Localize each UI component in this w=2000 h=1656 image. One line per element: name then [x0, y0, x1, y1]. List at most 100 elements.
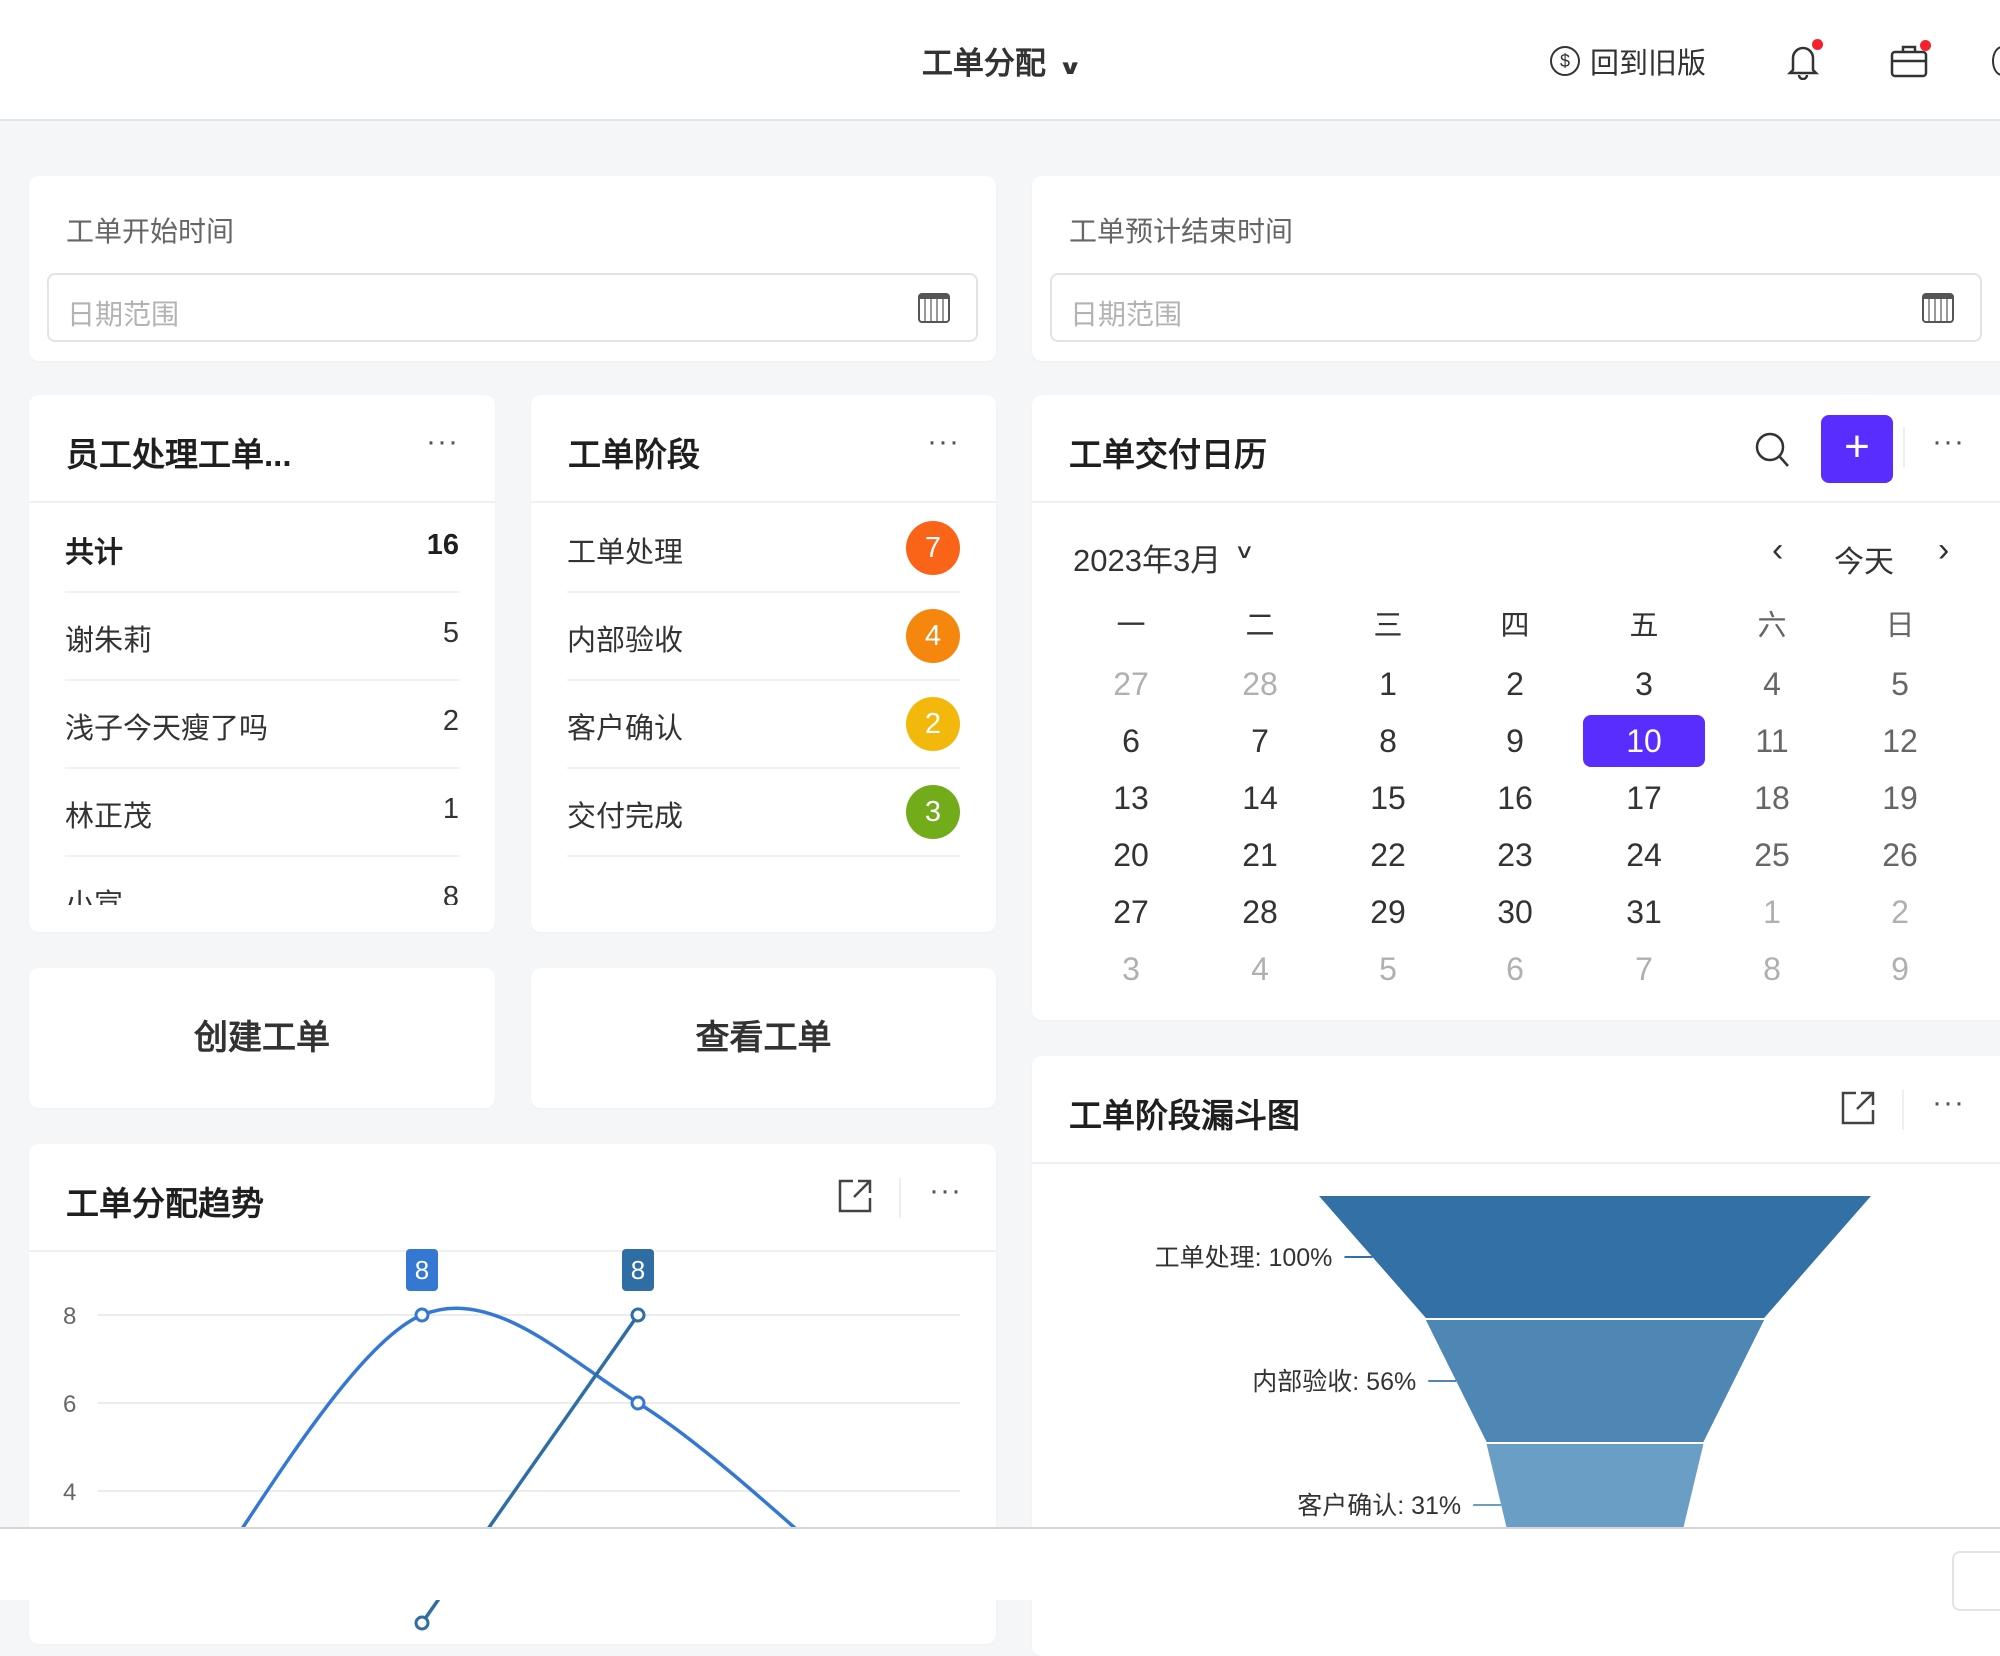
weekday-header: 五	[1629, 610, 1659, 642]
calendar-day[interactable]: 21	[1242, 837, 1278, 873]
calendar-day[interactable]: 7	[1251, 723, 1269, 759]
calendar-day[interactable]: 20	[1113, 837, 1149, 873]
data-point	[630, 1395, 646, 1411]
calendar-day[interactable]: 5	[1379, 951, 1397, 987]
today-button[interactable]: 今天	[1834, 546, 1894, 579]
calendar-day[interactable]: 12	[1882, 723, 1918, 759]
list-item[interactable]: 浅子今天瘦了吗 2	[65, 681, 459, 769]
calendar-day[interactable]: 3	[1635, 666, 1653, 702]
y-tick-label: 8	[63, 1303, 76, 1330]
data-label-box	[622, 1249, 654, 1291]
calendar-day[interactable]: 9	[1891, 951, 1909, 987]
calendar-day[interactable]: 23	[1497, 837, 1533, 873]
divider	[1902, 1090, 1904, 1130]
calendar-day[interactable]: 3	[1122, 951, 1140, 987]
start-date-range-input[interactable]: 日期范围	[47, 273, 978, 342]
data-label: 8	[415, 1255, 429, 1285]
next-month-icon[interactable]: ›	[1938, 531, 1950, 569]
calendar-day[interactable]: 14	[1242, 780, 1278, 816]
funnel-segment	[1425, 1320, 1765, 1442]
calendar-day[interactable]: 18	[1754, 780, 1790, 816]
calendar-day[interactable]: 6	[1506, 951, 1524, 987]
data-label-box	[406, 1249, 438, 1291]
calendar-day[interactable]: 29	[1370, 894, 1406, 930]
more-icon[interactable]: ···	[1932, 425, 1965, 458]
bell-icon[interactable]	[1786, 39, 1823, 81]
calendar-day[interactable]: 28	[1242, 666, 1278, 702]
page-title-dropdown[interactable]: 工单分配 ∨	[921, 46, 1083, 81]
count-badge: 2	[906, 697, 960, 751]
calendar-day[interactable]: 8	[1763, 951, 1781, 987]
old-version-button[interactable]: $ 回到旧版	[1550, 40, 1706, 82]
more-icon[interactable]: ···	[426, 425, 459, 458]
end-date-range-input[interactable]: 日期范围	[1050, 273, 1982, 342]
calendar-day[interactable]: 15	[1370, 780, 1406, 816]
calendar-day[interactable]: 16	[1497, 780, 1533, 816]
calendar-day[interactable]: 2	[1506, 666, 1524, 702]
calendar-day[interactable]: 2	[1891, 894, 1909, 930]
calendar-day[interactable]: 4	[1251, 951, 1269, 987]
calendar-day[interactable]: 19	[1882, 780, 1918, 816]
bottom-button[interactable]	[1952, 1551, 2000, 1611]
series-line	[205, 1306, 855, 1581]
employee-list[interactable]: 共计 16 谢朱莉 5 浅子今天瘦了吗 2 林正茂 1 小宣 8	[29, 505, 495, 905]
divider	[899, 1178, 901, 1218]
calendar-day[interactable]: 8	[1379, 723, 1397, 759]
expand-icon[interactable]	[837, 1178, 873, 1219]
calendar-day[interactable]: 30	[1497, 894, 1533, 930]
search-icon[interactable]	[1754, 431, 1790, 474]
employee-tickets-card: 员工处理工单... ··· 共计 16 谢朱莉 5 浅子今天瘦了吗 2 林正茂 1 小宣 8	[29, 395, 495, 932]
calendar-day[interactable]: 6	[1122, 723, 1140, 759]
weekday-header: 一	[1116, 610, 1146, 642]
calendar-icon[interactable]	[1922, 293, 1954, 323]
calendar-day[interactable]: 25	[1754, 837, 1790, 873]
calendar-day[interactable]: 13	[1113, 780, 1149, 816]
expand-icon[interactable]	[1840, 1090, 1876, 1131]
calendar-day[interactable]: 10	[1583, 715, 1705, 767]
prev-month-icon[interactable]: ‹	[1772, 531, 1784, 569]
list-item[interactable]: 交付完成 3	[567, 769, 960, 857]
add-event-button[interactable]: +	[1821, 415, 1893, 483]
y-tick-label: 4	[63, 1479, 76, 1506]
weekday-header: 二	[1245, 610, 1275, 642]
more-icon[interactable]: ···	[927, 425, 960, 458]
list-item[interactable]: 谢朱莉 5	[65, 593, 459, 681]
calendar-icon[interactable]	[918, 293, 950, 323]
list-item[interactable]: 林正茂 1	[65, 769, 459, 857]
list-item[interactable]: 内部验收 4	[567, 593, 960, 681]
calendar-day[interactable]: 5	[1891, 666, 1909, 702]
calendar-day[interactable]: 17	[1626, 780, 1662, 816]
calendar-day[interactable]: 1	[1763, 894, 1781, 930]
ticket-stage-card: 工单阶段 ··· 工单处理 7 内部验收 4 客户确认 2 交付完成 3	[531, 395, 996, 932]
calendar-day[interactable]: 11	[1755, 723, 1789, 759]
view-ticket-button[interactable]: 查看工单	[531, 968, 996, 1108]
list-item[interactable]: 客户确认 2	[567, 681, 960, 769]
weekday-header: 三	[1373, 610, 1403, 642]
calendar-day[interactable]: 26	[1882, 837, 1918, 873]
filter-start-time: 工单开始时间 日期范围	[29, 176, 996, 361]
calendar-day[interactable]: 7	[1635, 951, 1653, 987]
list-item[interactable]: 小宣 8	[65, 857, 459, 905]
calendar-day[interactable]: 4	[1763, 666, 1781, 702]
month-picker[interactable]: 2023年3月 ∨	[1073, 541, 1255, 578]
count-badge: 7	[906, 521, 960, 575]
create-ticket-button[interactable]: 创建工单	[29, 968, 495, 1108]
calendar-day[interactable]: 1	[1379, 666, 1397, 702]
calendar-day[interactable]: 28	[1242, 894, 1278, 930]
calendar-day[interactable]: 27	[1113, 894, 1149, 930]
calendar-day[interactable]: 31	[1626, 894, 1662, 930]
y-tick-label: 6	[63, 1391, 76, 1418]
calendar-day[interactable]: 27	[1113, 666, 1149, 702]
list-item[interactable]: 工单处理 7	[567, 505, 960, 593]
divider	[1903, 427, 1905, 467]
data-point	[414, 1615, 430, 1631]
funnel-label: 客户确认: 31%	[1297, 1492, 1461, 1520]
calendar-day[interactable]: 9	[1506, 723, 1524, 759]
more-icon[interactable]: ···	[929, 1174, 962, 1207]
more-icon[interactable]: ···	[1932, 1086, 1965, 1119]
calendar-day[interactable]: 24	[1626, 837, 1662, 873]
briefcase-icon[interactable]	[1890, 40, 1931, 78]
top-header: 工单分配 ∨ $ 回到旧版	[0, 0, 2000, 121]
calendar-day[interactable]: 22	[1370, 837, 1406, 873]
count-badge: 4	[906, 609, 960, 663]
